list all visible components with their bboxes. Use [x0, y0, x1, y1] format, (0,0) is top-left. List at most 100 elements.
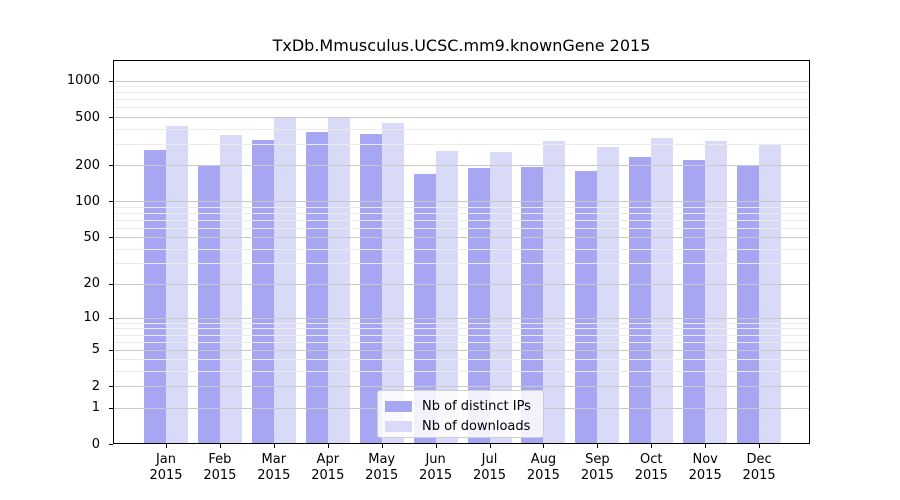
gridline-major — [113, 80, 810, 82]
gridline-minor — [113, 359, 810, 361]
y-tick-label: 1 — [91, 400, 100, 415]
bars-layer — [113, 60, 810, 444]
plot-area: Nb of distinct IPs Nb of downloads — [113, 60, 810, 444]
x-tick-label-sep: Sep 2015 — [580, 452, 614, 483]
x-tick-label-nov: Nov 2015 — [688, 452, 722, 483]
x-tick-label-aug: Aug 2015 — [526, 452, 560, 483]
x-tick-label-may: May 2015 — [365, 452, 399, 483]
bar-downloads-jul — [489, 152, 512, 444]
bar-downloads-mar — [273, 117, 296, 444]
legend-item-downloads: Nb of downloads — [385, 417, 535, 435]
x-tick-label-jan: Jan 2015 — [149, 452, 183, 483]
y-tick-label: 20 — [83, 276, 100, 292]
gridline-major — [113, 317, 810, 319]
gridline-minor — [113, 219, 810, 221]
gridline-minor — [113, 248, 810, 250]
y-tick-mark — [109, 117, 113, 118]
bar-distinct-ips-mar — [251, 139, 274, 444]
bar-downloads-may — [381, 123, 404, 444]
legend: Nb of distinct IPs Nb of downloads — [377, 390, 544, 438]
legend-item-distinct-ips: Nb of distinct IPs — [385, 397, 535, 415]
y-tick-mark — [109, 165, 113, 166]
y-tick-mark — [109, 407, 113, 409]
y-tick-label: 2 — [91, 378, 100, 394]
gridline-minor — [113, 212, 810, 214]
y-tick-label: 10 — [83, 310, 100, 326]
legend-swatch-downloads — [385, 420, 412, 432]
gridline-minor — [113, 322, 810, 324]
x-tick-label-apr: Apr 2015 — [311, 452, 345, 483]
gridline-major — [113, 349, 810, 351]
bar-downloads-sep — [597, 147, 620, 444]
gridline-minor — [113, 128, 810, 130]
y-tick-label: 50 — [83, 229, 100, 245]
gridline-major — [113, 201, 810, 203]
x-tick-mark — [705, 444, 707, 448]
bar-distinct-ips-jul — [467, 167, 490, 444]
legend-label-downloads: Nb of downloads — [422, 418, 531, 434]
x-tick-mark — [489, 444, 491, 448]
bar-distinct-ips-jan — [144, 150, 166, 444]
bar-distinct-ips-jun — [413, 174, 436, 444]
gridline-minor — [113, 328, 810, 330]
bar-distinct-ips-aug — [521, 166, 544, 444]
y-tick-mark — [109, 237, 113, 239]
y-tick-mark — [109, 80, 113, 82]
bar-distinct-ips-feb — [197, 164, 220, 444]
x-tick-label-mar: Mar 2015 — [257, 452, 291, 483]
x-tick-mark — [597, 444, 599, 448]
bar-distinct-ips-dec — [737, 164, 760, 444]
y-tick-label: 0 — [91, 436, 100, 452]
grid-layer — [113, 60, 810, 444]
x-tick-mark — [435, 444, 437, 448]
gridline-major — [113, 283, 810, 285]
x-tick-mark — [327, 444, 329, 448]
chart-title: TxDb.Mmusculus.UCSC.mm9.knownGene 2015 — [272, 36, 651, 55]
legend-swatch-distinct-ips — [385, 400, 412, 412]
x-tick-label-jun: Jun 2015 — [419, 452, 453, 483]
x-tick-label-jul: Jul 2015 — [472, 452, 507, 483]
gridline-minor — [113, 341, 810, 343]
gridline-major — [113, 117, 810, 118]
bar-downloads-feb — [219, 134, 242, 444]
x-tick-mark — [543, 444, 545, 448]
bar-distinct-ips-may — [359, 134, 382, 444]
bar-distinct-ips-oct — [629, 157, 652, 444]
bar-downloads-apr — [327, 116, 350, 444]
x-tick-mark — [381, 444, 383, 448]
x-tick-mark — [166, 444, 167, 448]
gridline-minor — [113, 371, 810, 373]
legend-label-distinct-ips: Nb of distinct IPs — [422, 398, 531, 414]
y-tick-label: 500 — [75, 109, 100, 125]
x-tick-mark — [759, 444, 761, 448]
bar-distinct-ips-apr — [305, 132, 328, 444]
gridline-minor — [113, 99, 810, 101]
y-tick-label: 200 — [75, 157, 100, 173]
x-tick-label-feb: Feb 2015 — [203, 452, 237, 483]
bar-downloads-nov — [705, 140, 728, 444]
y-tick-label: 5 — [91, 342, 100, 358]
gridline-minor — [113, 107, 810, 109]
y-tick-mark — [109, 201, 113, 203]
y-tick-mark — [109, 317, 113, 319]
bar-downloads-aug — [543, 140, 566, 444]
bar-downloads-dec — [759, 144, 782, 444]
x-tick-label-oct: Oct 2015 — [634, 452, 668, 483]
gridline-minor — [113, 227, 810, 229]
gridline-minor — [113, 206, 810, 208]
bar-downloads-oct — [651, 137, 674, 444]
gridline-minor — [113, 143, 810, 145]
bar-downloads-jun — [435, 150, 458, 444]
gridline-minor — [113, 92, 810, 94]
y-tick-mark — [109, 283, 113, 285]
gridline-major — [113, 165, 810, 166]
gridline-minor — [113, 334, 810, 336]
gridline-minor — [113, 263, 810, 265]
y-tick-mark — [109, 444, 113, 445]
y-tick-label: 1000 — [66, 73, 100, 89]
gridline-minor — [113, 86, 810, 88]
gridline-major — [113, 237, 810, 239]
bar-distinct-ips-nov — [683, 160, 706, 444]
gridline-major — [113, 386, 810, 388]
